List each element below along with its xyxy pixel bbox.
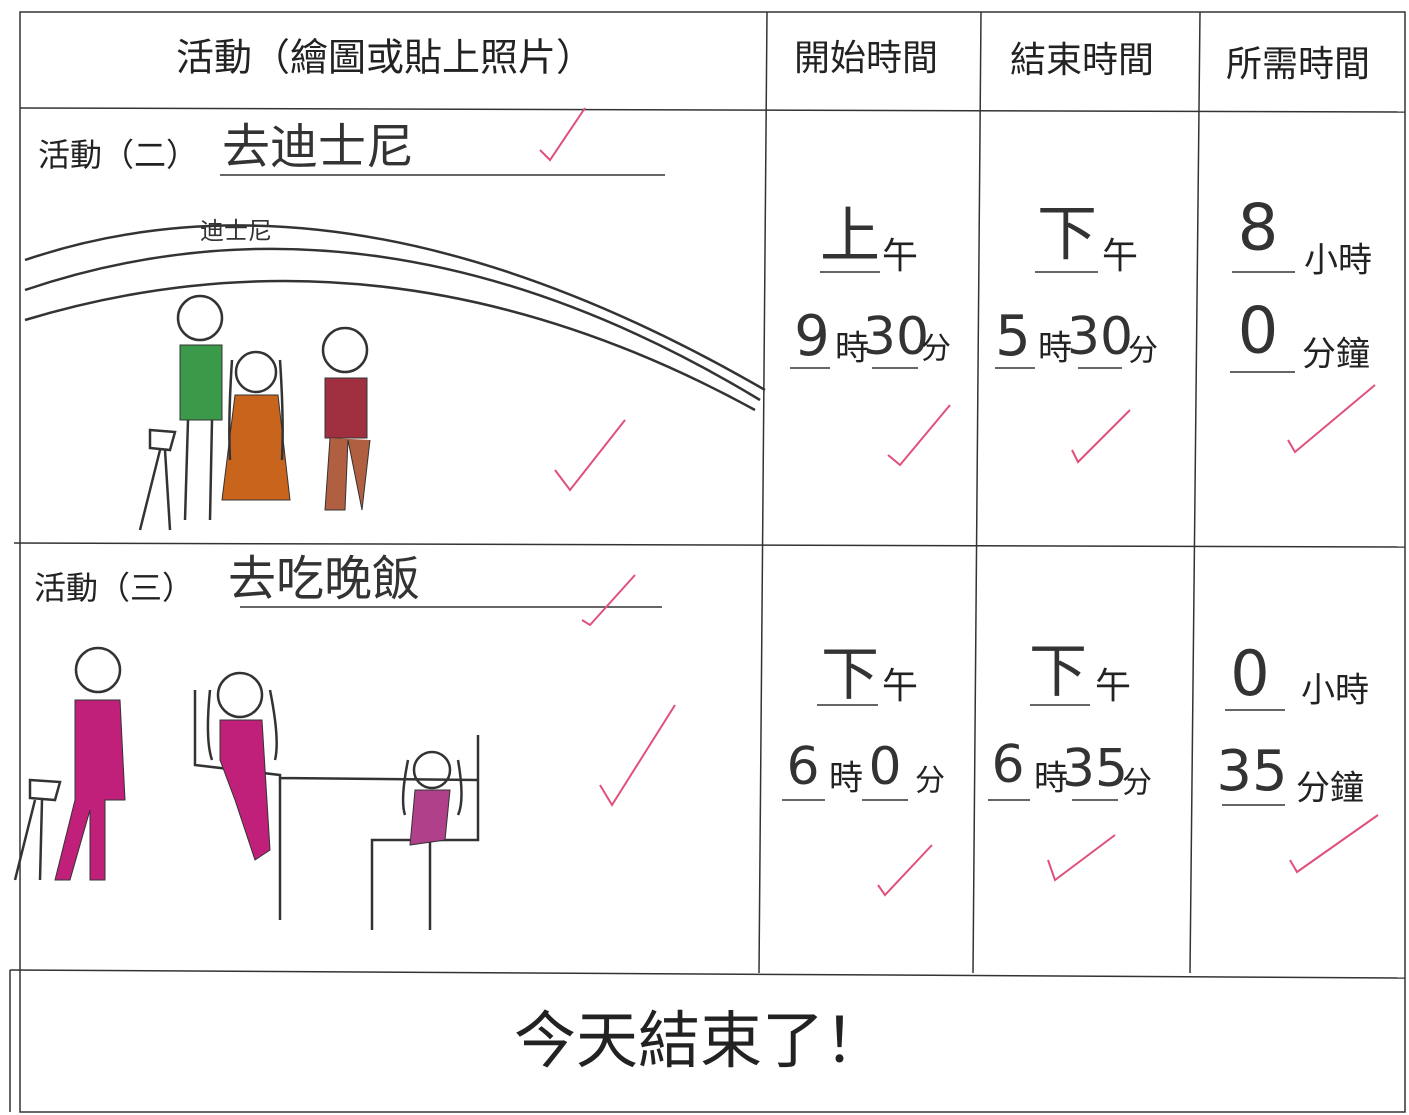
check: [1047, 834, 1116, 882]
period: 下: [821, 640, 879, 708]
footer: 今天結束了！: [514, 1004, 886, 1077]
minute-unit: 分: [915, 764, 945, 799]
header: 所需時間: [1226, 44, 1370, 85]
duration: 0 小時 35 分鐘: [1216, 637, 1369, 808]
header: 活動（繪圖或貼上照片）: [176, 36, 594, 80]
minute: 35: [1062, 739, 1128, 799]
minute: 30: [863, 307, 929, 367]
check: [877, 844, 933, 897]
drawing: [13, 646, 480, 930]
hours: 0: [1230, 637, 1269, 710]
minutes-unit: 分鐘: [1302, 335, 1370, 375]
check: [1071, 409, 1131, 464]
table-border: [19, 11, 1406, 1113]
period-suffix: 午: [882, 236, 918, 277]
hours-unit: 小時: [1304, 241, 1372, 281]
minute: 30: [1067, 307, 1133, 367]
drawing: 迪士尼: [24, 217, 766, 531]
hour: 9: [794, 304, 830, 369]
hour-unit: 時: [835, 329, 869, 369]
minute-unit: 分: [921, 332, 951, 367]
hours: 8: [1238, 192, 1279, 266]
activity-label: 活動（二）: [38, 136, 198, 174]
hours-unit: 小時: [1301, 671, 1369, 711]
check: [887, 404, 951, 467]
hour-unit: 時: [1034, 759, 1068, 799]
header: 結束時間: [1010, 40, 1154, 81]
start-time: 上 午 9 時 30 分: [790, 202, 951, 369]
period-suffix: 午: [882, 666, 918, 707]
check: [554, 419, 626, 492]
activity-answer: 去吃晚飯: [228, 551, 420, 607]
check: [539, 107, 586, 162]
period: 下: [1029, 637, 1087, 705]
hour: 6: [786, 737, 819, 797]
activity-label: 活動（三）: [34, 569, 194, 607]
minutes: 0: [1238, 295, 1279, 369]
end-time: 下 午 5 時 30 分: [995, 200, 1158, 369]
check: [1289, 814, 1379, 874]
hour-unit: 時: [1038, 329, 1072, 369]
minutes: 35: [1216, 739, 1287, 804]
hour: 6: [991, 735, 1024, 795]
check: [1287, 384, 1376, 454]
duration: 8 小時 0 分鐘: [1230, 192, 1372, 375]
check: [599, 704, 676, 807]
activity-answer: 去迪士尼: [222, 119, 414, 175]
period: 上: [820, 202, 880, 272]
start-time: 下 午 6 時 0 分: [782, 640, 945, 801]
minutes-unit: 分鐘: [1296, 769, 1364, 809]
header: 開始時間: [794, 38, 938, 79]
table-lines: [9, 11, 1406, 1112]
minute: 0: [868, 737, 901, 797]
hour: 5: [995, 304, 1031, 369]
check: [581, 574, 636, 627]
hour-unit: 時: [829, 759, 863, 799]
period-suffix: 午: [1095, 666, 1131, 707]
end-time: 下 午 6 時 35 分: [988, 637, 1152, 801]
period-suffix: 午: [1102, 236, 1138, 277]
minute-unit: 分: [1128, 334, 1158, 369]
minute-unit: 分: [1122, 766, 1152, 801]
drawing-label: 迪士尼: [200, 217, 272, 245]
period: 下: [1037, 200, 1097, 270]
